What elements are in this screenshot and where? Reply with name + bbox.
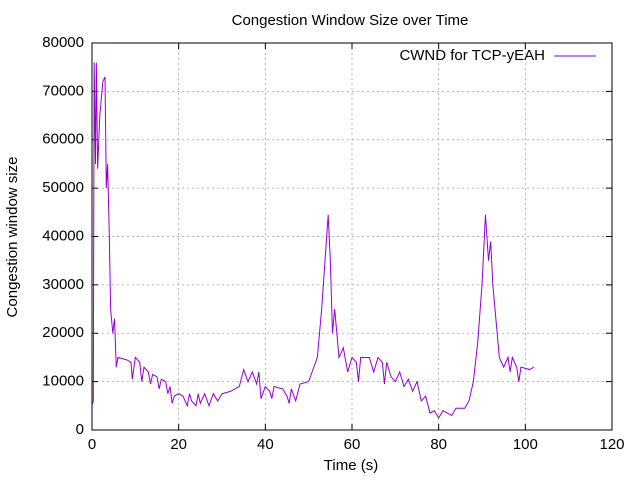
x-tick-label: 100 [513, 436, 538, 453]
y-tick-label: 50000 [42, 179, 84, 196]
y-tick-label: 10000 [42, 373, 84, 390]
x-tick-label: 20 [170, 436, 187, 453]
chart-title: Congestion Window Size over Time [232, 12, 469, 29]
plot-frame [91, 42, 613, 431]
y-tick-label: 40000 [42, 227, 84, 244]
x-axis-label: Time (s) [324, 457, 378, 474]
y-tick-label: 0 [76, 421, 84, 438]
y-tick-label: 80000 [42, 34, 84, 51]
x-tick-label: 60 [344, 436, 361, 453]
y-tick-label: 20000 [42, 324, 84, 341]
y-tick-label: 70000 [42, 82, 84, 99]
x-tick-label: 120 [599, 436, 624, 453]
y-tick-label: 60000 [42, 131, 84, 148]
data-line [91, 62, 535, 419]
legend-label: CWND for TCP-yEAH [399, 47, 545, 64]
y-tick-label: 30000 [42, 276, 84, 293]
x-tick-label: 80 [430, 436, 447, 453]
x-tick-label: 40 [257, 436, 274, 453]
y-axis-label: Congestion window size [4, 157, 21, 318]
x-tick-label: 0 [88, 436, 96, 453]
